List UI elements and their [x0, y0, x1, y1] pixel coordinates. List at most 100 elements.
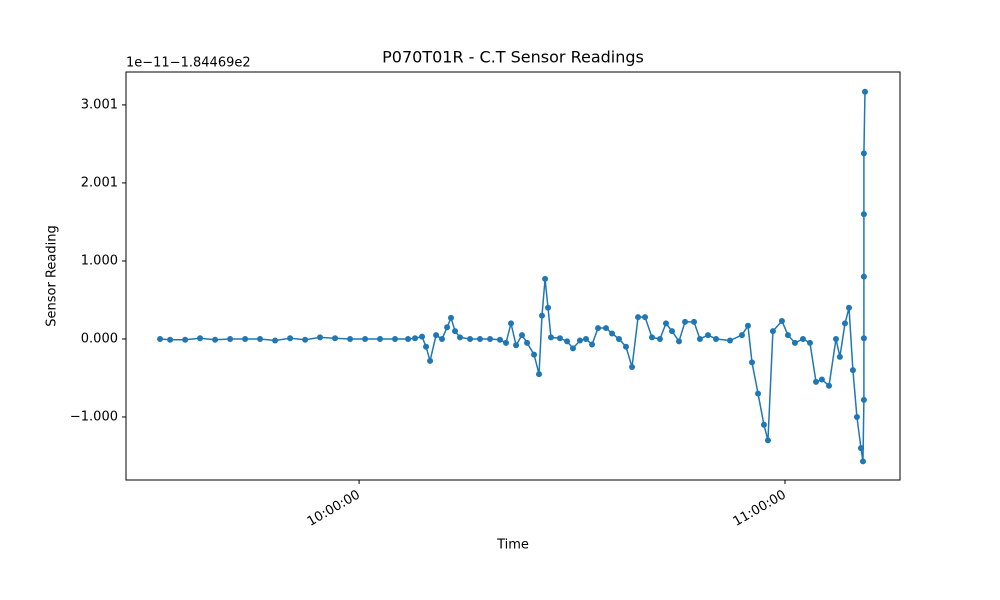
data-point [518, 332, 525, 339]
data-point [595, 325, 602, 332]
data-point [622, 343, 629, 350]
y-tick-label: 0.000 [81, 331, 118, 346]
data-point [513, 342, 520, 349]
data-point [427, 357, 434, 364]
data-point [576, 337, 583, 344]
data-point [799, 335, 806, 342]
data-point [744, 322, 751, 329]
data-point [377, 335, 384, 342]
data-point [682, 318, 689, 325]
x-axis-label: Time [496, 538, 529, 553]
data-point [841, 320, 848, 327]
data-point [487, 335, 494, 342]
data-point [157, 335, 164, 342]
data-point [669, 328, 676, 335]
data-point [332, 335, 339, 342]
data-point [496, 336, 503, 343]
data-point [602, 325, 609, 332]
data-point [167, 336, 174, 343]
y-tick-label: −1.000 [70, 409, 118, 424]
data-point [476, 335, 483, 342]
data-point [616, 335, 623, 342]
data-point [182, 336, 189, 343]
data-point [439, 335, 446, 342]
data-point [859, 458, 866, 465]
data-point [818, 376, 825, 383]
data-point [287, 335, 294, 342]
data-point [547, 334, 554, 341]
data-point [860, 211, 867, 218]
data-point [629, 364, 636, 371]
y-tick-label: 1.000 [81, 253, 118, 268]
data-point [419, 333, 426, 340]
data-point [635, 314, 642, 321]
data-point [545, 304, 552, 311]
data-point [760, 421, 767, 428]
data-point [860, 396, 867, 403]
data-point [860, 335, 867, 342]
data-point [564, 338, 571, 345]
data-point [812, 378, 819, 385]
data-point [531, 351, 538, 358]
data-point [857, 445, 864, 452]
data-point [806, 339, 813, 346]
data-point [405, 335, 412, 342]
data-point [860, 150, 867, 157]
data-point [423, 343, 430, 350]
data-point [704, 332, 711, 339]
data-point [503, 339, 510, 346]
data-point [656, 335, 663, 342]
data-point [242, 335, 249, 342]
data-point [849, 367, 856, 374]
data-point [433, 332, 440, 339]
data-point [452, 328, 459, 335]
y-offset-text: 1e−11−1.84469e2 [126, 56, 251, 71]
data-point [853, 413, 860, 420]
data-point [764, 437, 771, 444]
data-point [642, 314, 649, 321]
data-point [507, 320, 514, 327]
data-point [675, 338, 682, 345]
data-point [302, 336, 309, 343]
data-point [448, 314, 455, 321]
data-point [197, 335, 204, 342]
data-point [227, 335, 234, 342]
data-point [212, 336, 219, 343]
data-point [467, 335, 474, 342]
data-point [257, 335, 264, 342]
data-point [392, 335, 399, 342]
data-point [556, 335, 563, 342]
data-point [691, 318, 698, 325]
data-point [538, 312, 545, 319]
data-point [738, 332, 745, 339]
data-point [860, 273, 867, 280]
data-point [696, 335, 703, 342]
data-point [609, 330, 616, 337]
data-point [542, 275, 549, 282]
data-point [846, 304, 853, 311]
data-point [778, 318, 785, 325]
data-point [536, 371, 543, 378]
data-point [726, 337, 733, 344]
y-axis-label: Sensor Reading [45, 225, 60, 326]
data-point [791, 339, 798, 346]
data-point [826, 382, 833, 389]
data-point [748, 359, 755, 366]
plot-frame [125, 71, 901, 481]
y-tick-label: 3.001 [81, 97, 118, 112]
data-point [524, 339, 531, 346]
data-point [347, 335, 354, 342]
data-point [861, 88, 868, 95]
data-point [444, 324, 451, 331]
data-point [662, 320, 669, 327]
data-point [272, 337, 279, 344]
data-point [769, 328, 776, 335]
chart-title: P070T01R - C.T Sensor Readings [382, 48, 644, 67]
data-point [755, 390, 762, 397]
data-point [456, 334, 463, 341]
data-point [569, 345, 576, 352]
data-point [836, 353, 843, 360]
data-point [412, 335, 419, 342]
